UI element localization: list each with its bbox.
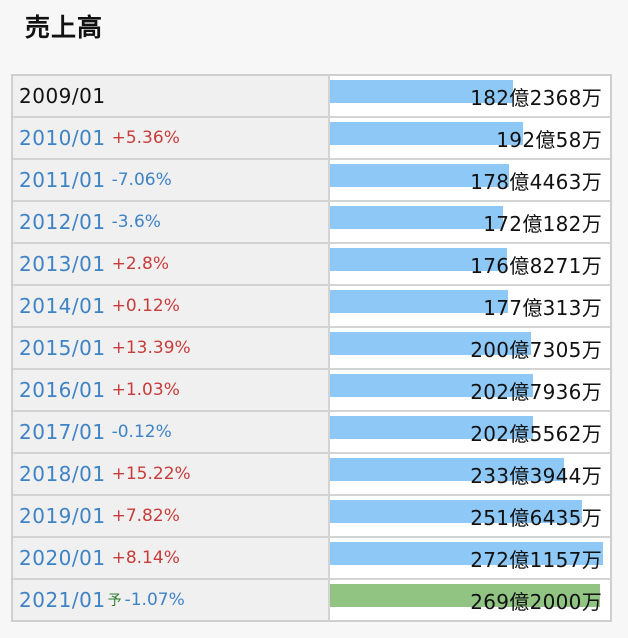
- change-percent: +2.8%: [111, 254, 170, 274]
- period-label[interactable]: 2013/01: [19, 252, 106, 276]
- value-label: 192億58万: [496, 127, 602, 152]
- sales-bar: [330, 458, 564, 481]
- bar-cell: 200億7305万: [330, 328, 610, 368]
- value-label: 202億5562万: [470, 421, 602, 446]
- change-percent: +8.14%: [111, 548, 180, 568]
- bar-cell: 202億5562万: [330, 412, 610, 452]
- bar-cell: 202億7936万: [330, 370, 610, 410]
- change-percent: +7.82%: [111, 506, 180, 526]
- period-label[interactable]: 2016/01: [19, 378, 106, 402]
- change-percent: -7.06%: [111, 170, 172, 190]
- bar-cell: 177億313万: [330, 286, 610, 326]
- row-label-cell: 2021/01 予 -1.07%: [13, 580, 330, 620]
- row-label-cell: 2009/01: [13, 76, 330, 116]
- period-label[interactable]: 2011/01: [19, 168, 106, 192]
- change-percent: +13.39%: [111, 338, 191, 358]
- bar-cell: 178億4463万: [330, 160, 610, 200]
- period-label[interactable]: 2017/01: [19, 420, 106, 444]
- sales-bar: [330, 80, 513, 103]
- table-row: 2021/01 予 -1.07% 269億2000万: [13, 578, 610, 620]
- table-row: 2010/01 +5.36% 192億58万: [13, 116, 610, 158]
- table-row: 2015/01 +13.39% 200億7305万: [13, 326, 610, 368]
- bar-cell: 172億182万: [330, 202, 610, 242]
- table-row: 2013/01 +2.8% 176億8271万: [13, 242, 610, 284]
- sales-bar: [330, 332, 531, 355]
- bar-cell: 192億58万: [330, 118, 610, 158]
- sales-bar: [330, 164, 509, 187]
- row-label-cell: 2016/01 +1.03%: [13, 370, 330, 410]
- value-label: 172億182万: [483, 211, 602, 236]
- sales-bar: [330, 206, 503, 229]
- value-label: 182億2368万: [470, 85, 602, 110]
- period-label[interactable]: 2012/01: [19, 210, 106, 234]
- sales-bar: [330, 122, 523, 145]
- period-label[interactable]: 2021/01: [19, 588, 106, 612]
- value-label: 251億6435万: [470, 505, 602, 530]
- value-label: 200億7305万: [470, 337, 602, 362]
- period-label: 2009/01: [19, 84, 106, 108]
- row-label-cell: 2010/01 +5.36%: [13, 118, 330, 158]
- table-row: 2012/01 -3.6% 172億182万: [13, 200, 610, 242]
- sales-bar: [330, 542, 603, 565]
- bar-cell: 233億3944万: [330, 454, 610, 494]
- change-percent: -0.12%: [111, 422, 172, 442]
- value-label: 233億3944万: [470, 463, 602, 488]
- row-label-cell: 2019/01 +7.82%: [13, 496, 330, 536]
- period-label[interactable]: 2010/01: [19, 126, 106, 150]
- sales-bar: [330, 248, 507, 271]
- change-percent: +15.22%: [111, 464, 191, 484]
- table-row: 2014/01 +0.12% 177億313万: [13, 284, 610, 326]
- table-row: 2009/01 182億2368万: [13, 76, 610, 116]
- table-row: 2017/01 -0.12% 202億5562万: [13, 410, 610, 452]
- bar-cell: 272億1157万: [330, 538, 610, 578]
- period-label[interactable]: 2018/01: [19, 462, 106, 486]
- table-row: 2018/01 +15.22% 233億3944万: [13, 452, 610, 494]
- bar-cell: 251億6435万: [330, 496, 610, 536]
- bar-cell: 182億2368万: [330, 76, 610, 116]
- value-label: 177億313万: [483, 295, 602, 320]
- sales-bar: [330, 374, 533, 397]
- row-label-cell: 2020/01 +8.14%: [13, 538, 330, 578]
- value-label: 202億7936万: [470, 379, 602, 404]
- bar-cell: 176億8271万: [330, 244, 610, 284]
- bar-cell: 269億2000万: [330, 580, 610, 620]
- period-label[interactable]: 2015/01: [19, 336, 106, 360]
- value-label: 272億1157万: [470, 547, 602, 572]
- chart-title: 売上高: [25, 13, 104, 42]
- row-label-cell: 2018/01 +15.22%: [13, 454, 330, 494]
- change-percent: +1.03%: [111, 380, 180, 400]
- table-row: 2016/01 +1.03% 202億7936万: [13, 368, 610, 410]
- value-label: 176億8271万: [470, 253, 602, 278]
- value-label: 178億4463万: [470, 169, 602, 194]
- row-label-cell: 2012/01 -3.6%: [13, 202, 330, 242]
- change-percent: +0.12%: [111, 296, 180, 316]
- row-label-cell: 2011/01 -7.06%: [13, 160, 330, 200]
- table-row: 2019/01 +7.82% 251億6435万: [13, 494, 610, 536]
- table-row: 2011/01 -7.06% 178億4463万: [13, 158, 610, 200]
- forecast-marker: 予: [107, 593, 122, 609]
- row-label-cell: 2014/01 +0.12%: [13, 286, 330, 326]
- period-label[interactable]: 2019/01: [19, 504, 106, 528]
- row-label-cell: 2015/01 +13.39%: [13, 328, 330, 368]
- row-label-cell: 2013/01 +2.8%: [13, 244, 330, 284]
- sales-bar: [330, 584, 600, 607]
- table-row: 2020/01 +8.14% 272億1157万: [13, 536, 610, 578]
- value-label: 269億2000万: [470, 589, 602, 614]
- period-label[interactable]: 2014/01: [19, 294, 106, 318]
- change-percent: -3.6%: [111, 212, 161, 232]
- change-percent: +5.36%: [111, 128, 180, 148]
- sales-bar: [330, 416, 533, 439]
- sales-bar: [330, 500, 582, 523]
- change-percent: -1.07%: [124, 590, 185, 610]
- period-label[interactable]: 2020/01: [19, 546, 106, 570]
- sales-bar: [330, 290, 508, 313]
- row-label-cell: 2017/01 -0.12%: [13, 412, 330, 452]
- sales-table: 2009/01 182億2368万 2010/01 +5.36% 192億58万 2011…: [11, 74, 612, 622]
